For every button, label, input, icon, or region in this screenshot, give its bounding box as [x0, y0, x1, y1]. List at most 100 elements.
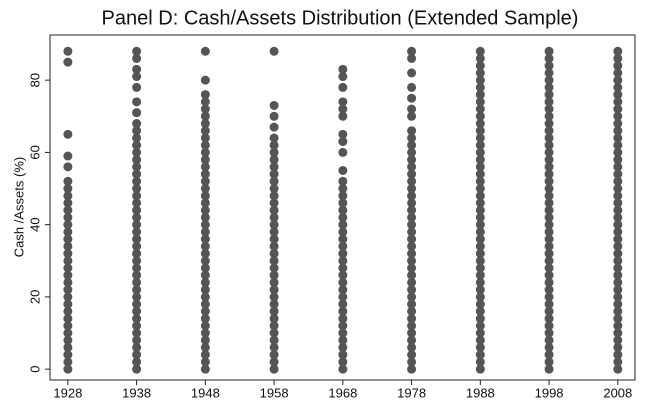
dot	[338, 220, 348, 230]
dot	[132, 176, 142, 186]
dot	[475, 104, 485, 114]
dot	[132, 227, 142, 237]
dot	[63, 176, 73, 186]
dot	[338, 212, 348, 222]
dot	[200, 162, 210, 172]
dot	[200, 306, 210, 316]
dot	[63, 241, 73, 251]
dot	[338, 176, 348, 186]
dot	[63, 151, 73, 161]
x-tick-label: 2008	[603, 385, 632, 400]
dot	[200, 350, 210, 360]
dot	[200, 335, 210, 345]
dot	[63, 263, 73, 273]
dot	[613, 191, 623, 201]
dot	[407, 270, 417, 280]
dot	[269, 270, 279, 280]
dot	[613, 176, 623, 186]
dot	[544, 335, 554, 345]
dot	[407, 285, 417, 295]
dot	[132, 53, 142, 63]
dot	[544, 357, 554, 367]
dot	[338, 165, 348, 175]
dot	[475, 270, 485, 280]
dot	[613, 133, 623, 143]
dot	[200, 119, 210, 129]
dot	[269, 263, 279, 273]
dot	[63, 277, 73, 287]
dot	[613, 321, 623, 331]
dot	[544, 68, 554, 78]
dot	[544, 227, 554, 237]
dot	[132, 256, 142, 266]
dot	[269, 321, 279, 331]
dot	[200, 263, 210, 273]
dot	[269, 46, 279, 56]
dot	[475, 227, 485, 237]
dot	[407, 82, 417, 92]
dot	[613, 104, 623, 114]
dot	[544, 256, 554, 266]
dot	[132, 335, 142, 345]
dot	[200, 169, 210, 179]
dot	[613, 234, 623, 244]
dot	[407, 220, 417, 230]
dot	[132, 126, 142, 136]
dot	[544, 111, 554, 121]
dot	[475, 75, 485, 85]
dot	[475, 111, 485, 121]
dot	[338, 299, 348, 309]
dot	[475, 90, 485, 100]
dot	[269, 285, 279, 295]
dot	[132, 64, 142, 74]
dot	[132, 191, 142, 201]
dot	[407, 184, 417, 194]
dot	[613, 364, 623, 374]
dot	[200, 227, 210, 237]
dot	[407, 292, 417, 302]
dot	[63, 205, 73, 215]
dot	[475, 155, 485, 165]
dot	[63, 270, 73, 280]
dot	[338, 256, 348, 266]
dot	[613, 147, 623, 157]
dot	[407, 227, 417, 237]
dot	[63, 57, 73, 67]
dot	[63, 292, 73, 302]
dot	[132, 169, 142, 179]
dot	[200, 198, 210, 208]
dot	[475, 350, 485, 360]
dot	[407, 53, 417, 63]
dot	[200, 90, 210, 100]
dot	[200, 104, 210, 114]
dot	[132, 72, 142, 82]
dot	[407, 140, 417, 150]
dot	[132, 140, 142, 150]
y-axis-label: Cash /Assets (%)	[11, 157, 26, 257]
dot	[200, 184, 210, 194]
dot	[475, 82, 485, 92]
dot	[338, 350, 348, 360]
dot	[338, 72, 348, 82]
dot	[132, 198, 142, 208]
dot	[200, 241, 210, 251]
dot	[269, 133, 279, 143]
chart-title: Panel D: Cash/Assets Distribution (Exten…	[102, 7, 579, 29]
dot	[613, 111, 623, 121]
dot	[407, 111, 417, 121]
dot	[544, 314, 554, 324]
dot	[407, 335, 417, 345]
dot	[613, 241, 623, 251]
dot	[544, 263, 554, 273]
x-tick-label: 1938	[122, 385, 151, 400]
dot	[613, 97, 623, 107]
dot	[407, 212, 417, 222]
dot	[407, 234, 417, 244]
dot	[407, 104, 417, 114]
dot	[544, 220, 554, 230]
dot	[544, 176, 554, 186]
dot	[132, 299, 142, 309]
dot	[544, 342, 554, 352]
dot	[613, 53, 623, 63]
dot	[63, 321, 73, 331]
